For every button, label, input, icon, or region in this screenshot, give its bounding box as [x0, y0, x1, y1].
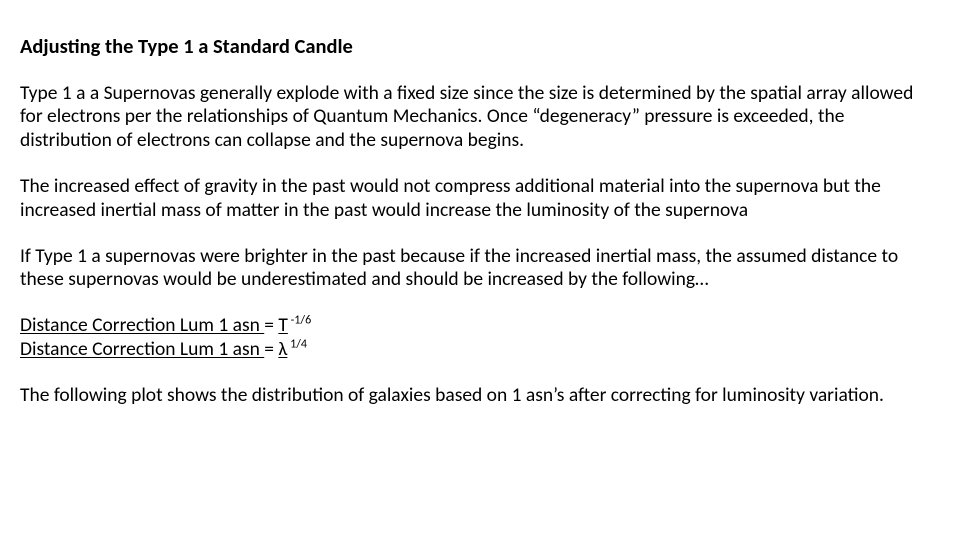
- paragraph-3: If Type 1 a supernovas were brighter in …: [20, 245, 940, 293]
- equation-label: Distance Correction Lum 1 asn: [20, 337, 264, 361]
- equation-line-2: Distance Correction Lum 1 asn = λ 1/4: [20, 338, 940, 362]
- equation-variable: T: [278, 313, 288, 337]
- paragraph-1: Type 1 a a Supernovas generally explode …: [20, 82, 940, 153]
- equation-line-1: Distance Correction Lum 1 asn = T -1/6: [20, 314, 940, 338]
- equation-equals: =: [264, 313, 278, 337]
- equation-label: Distance Correction Lum 1 asn: [20, 313, 264, 337]
- paragraph-4: The following plot shows the distributio…: [20, 384, 940, 408]
- equation-exponent: -1/6: [288, 313, 311, 328]
- equation-equals: =: [264, 337, 278, 361]
- equation-exponent: 1/4: [287, 336, 307, 351]
- equation-block: Distance Correction Lum 1 asn = T -1/6 D…: [20, 314, 940, 362]
- paragraph-2: The increased effect of gravity in the p…: [20, 175, 940, 223]
- page-title: Adjusting the Type 1 a Standard Candle: [20, 34, 940, 60]
